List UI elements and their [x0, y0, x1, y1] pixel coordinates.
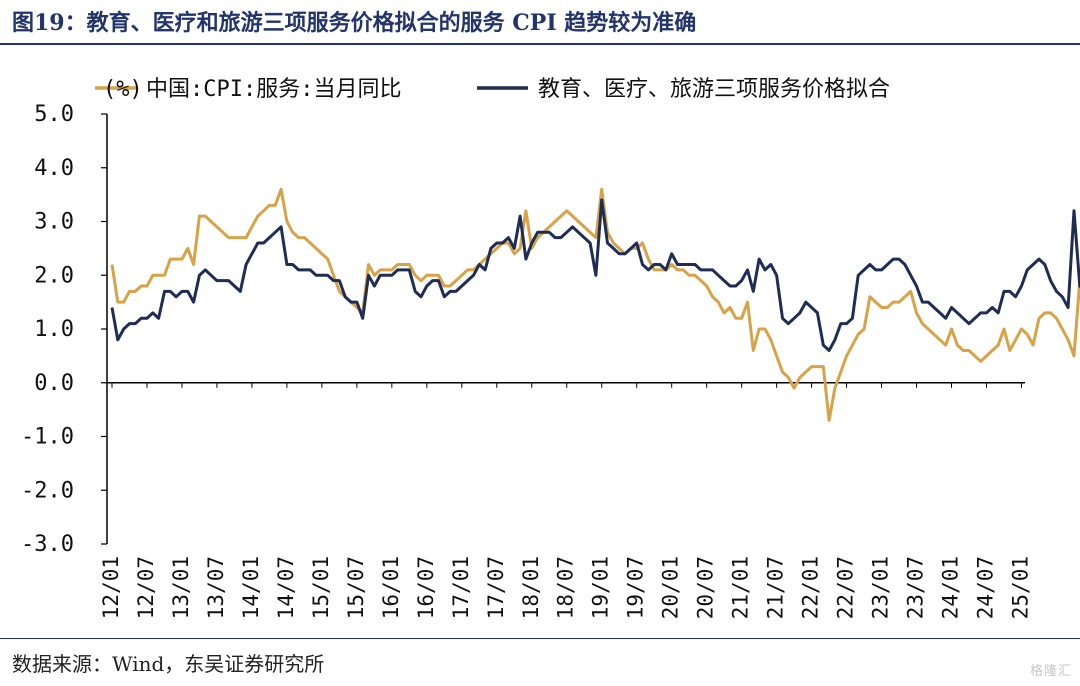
y-tick-label: 4.0	[34, 156, 74, 181]
x-tick-label: 13/01	[169, 556, 193, 619]
series-line-fitted	[110, 198, 1080, 352]
y-tick-label: 2.0	[34, 263, 74, 288]
x-tick-label: 25/01	[1008, 556, 1032, 619]
x-tick-label: 18/07	[554, 556, 578, 619]
x-tick-label: 23/01	[869, 556, 893, 619]
chart: (%) 中国:CPI:服务:当月同比 教育、医疗、旅游三项服务价格拟合 5.0 4…	[21, 77, 1080, 619]
x-tick-label: 21/01	[729, 556, 753, 619]
x-tick-label: 24/01	[939, 556, 963, 619]
source-note: 数据来源：Wind，东吴证券研究所	[12, 652, 325, 676]
x-tick-label: 16/01	[379, 556, 403, 619]
axes: 5.0 4.0 3.0 2.0 1.0 0.0 -1.0 -2.0 -3.0 12/01 12/07…	[21, 102, 1032, 619]
x-tick-label: 17/01	[449, 556, 473, 619]
figure-title: 图19：教育、医疗和旅游三项服务价格拟合的服务 CPI 趋势较为准确	[12, 10, 697, 36]
y-tick-label: 1.0	[34, 317, 74, 342]
y-tick-label: 5.0	[34, 102, 74, 127]
x-tick-label: 22/01	[799, 556, 823, 619]
y-tick-label: 3.0	[34, 210, 74, 235]
x-tick-label: 15/01	[309, 556, 333, 619]
series-lines	[110, 187, 1080, 422]
x-tick-label: 14/01	[239, 556, 263, 619]
y-tick-label: -3.0	[21, 532, 74, 557]
legend: (%) 中国:CPI:服务:当月同比 教育、医疗、旅游三项服务价格拟合	[95, 77, 890, 102]
x-tick-label: 20/07	[694, 556, 718, 619]
x-tick-label: 15/07	[344, 556, 368, 619]
x-tick-label: 24/07	[974, 556, 998, 619]
x-tick-label: 22/07	[834, 556, 858, 619]
y-tick-label: -2.0	[21, 478, 74, 503]
y-tick-label: 0.0	[34, 371, 74, 396]
x-tick-label: 23/07	[904, 556, 928, 619]
x-tick-label: 14/07	[274, 556, 298, 619]
legend-label-fitted: 教育、医疗、旅游三项服务价格拟合	[538, 77, 890, 102]
x-tick-label: 18/01	[519, 556, 543, 619]
title-divider	[0, 43, 1080, 45]
y-tick-label: -1.0	[21, 425, 74, 450]
x-tick-label: 16/07	[414, 556, 438, 619]
watermark-logo: 格隆汇	[1029, 664, 1072, 679]
x-tick-label: 12/07	[134, 556, 158, 619]
legend-unit-label: (%)	[103, 77, 143, 102]
x-tick-label: 19/01	[589, 556, 613, 619]
x-tick-label: 12/01	[99, 556, 123, 619]
legend-label-service-cpi: 中国:CPI:服务:当月同比	[146, 77, 401, 102]
x-tick-label: 20/01	[659, 556, 683, 619]
x-tick-label: 13/07	[204, 556, 228, 619]
bottom-divider	[0, 638, 1080, 639]
series-line-service-cpi	[110, 187, 1080, 422]
x-tick-label: 21/07	[764, 556, 788, 619]
x-tick-label: 17/07	[484, 556, 508, 619]
x-tick-label: 19/07	[624, 556, 648, 619]
